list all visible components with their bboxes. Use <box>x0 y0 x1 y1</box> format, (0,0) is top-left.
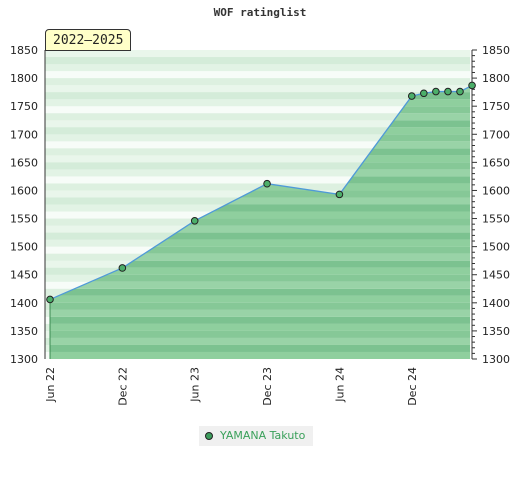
area-band <box>50 288 470 296</box>
y-tick-label-right: 1450 <box>482 269 510 282</box>
data-point <box>335 190 344 199</box>
legend-marker-icon <box>205 432 213 440</box>
chart-title: WOF ratinglist <box>213 6 307 19</box>
y-tick-label-left: 1850 <box>10 44 38 57</box>
y-tick-label-left: 1350 <box>10 325 38 338</box>
y-tick-label-left: 1650 <box>10 156 38 169</box>
y-tick-label-right: 1350 <box>482 325 510 338</box>
area-band <box>50 281 470 289</box>
grid-band <box>45 162 470 170</box>
y-tick-label-left: 1600 <box>10 184 38 197</box>
data-point <box>46 295 54 304</box>
legend-label: YAMANA Takuto <box>220 429 306 442</box>
data-points <box>46 81 476 304</box>
grid-band <box>45 78 470 86</box>
y-tick-label-right: 1850 <box>482 44 510 57</box>
y-tick-label-right: 1750 <box>482 100 510 113</box>
period-badge: 2022–2025 <box>45 29 132 51</box>
grid-band <box>45 92 470 100</box>
area-band <box>50 351 470 359</box>
grid-band <box>45 120 470 128</box>
y-tick-label-left: 1300 <box>10 353 38 366</box>
area-band <box>50 309 470 317</box>
x-tick-label: Jun 23 <box>189 367 202 403</box>
grid-band <box>45 169 470 177</box>
area-band <box>50 197 470 205</box>
area-band <box>50 239 470 247</box>
data-point <box>456 87 464 96</box>
x-tick-label: Dec 24 <box>406 367 419 406</box>
area-band <box>50 190 470 198</box>
area-band <box>50 316 470 324</box>
y-tick-label-left: 1700 <box>10 128 38 141</box>
grid-band <box>45 176 470 184</box>
area-band <box>50 218 470 226</box>
y-tick-label-right: 1400 <box>482 297 510 310</box>
grid-band <box>45 134 470 142</box>
axes: 1300 1300 1350 1350 1400 1400 1450 1450 1500 1500… <box>10 44 510 406</box>
area-band <box>50 267 470 275</box>
grid-band <box>45 127 470 135</box>
y-tick-label-left: 1550 <box>10 213 38 226</box>
y-tick-label-right: 1600 <box>482 184 510 197</box>
data-point <box>468 81 476 90</box>
y-tick-label-left: 1800 <box>10 72 38 85</box>
y-tick-label-right: 1500 <box>482 241 510 254</box>
y-tick-label-left: 1750 <box>10 100 38 113</box>
area-band <box>50 323 470 331</box>
area-band <box>50 302 470 310</box>
area-band <box>50 337 470 345</box>
x-tick-label: Dec 23 <box>261 367 274 406</box>
grid-band <box>45 106 470 114</box>
area-band <box>50 204 470 212</box>
y-tick-label-left: 1450 <box>10 269 38 282</box>
data-point <box>118 264 127 272</box>
area-band <box>50 211 470 219</box>
y-tick-label-right: 1550 <box>482 213 510 226</box>
data-point <box>444 87 452 96</box>
x-tick-label: Dec 22 <box>116 367 129 406</box>
data-point <box>432 87 440 96</box>
y-tick-label-right: 1300 <box>482 353 510 366</box>
x-tick-label: Jun 24 <box>333 367 346 403</box>
grid-band <box>45 148 470 156</box>
area-band <box>50 232 470 240</box>
y-tick-label-right: 1800 <box>482 72 510 85</box>
area-band <box>50 330 470 338</box>
area-band <box>50 246 470 254</box>
data-point <box>263 179 271 188</box>
grid-band <box>45 99 470 107</box>
grid-band <box>45 57 470 65</box>
area-band <box>50 274 470 282</box>
data-point <box>420 89 428 98</box>
data-point <box>190 216 199 225</box>
legend[interactable]: YAMANA Takuto <box>199 426 314 446</box>
area-band <box>50 344 470 352</box>
area-band <box>50 225 470 233</box>
y-tick-label-right: 1650 <box>482 156 510 169</box>
grid-band <box>45 155 470 163</box>
y-tick-label-right: 1700 <box>482 128 510 141</box>
x-tick-label: Jun 22 <box>44 367 57 403</box>
area-band <box>50 253 470 261</box>
y-tick-label-left: 1400 <box>10 297 38 310</box>
area-band <box>50 260 470 268</box>
grid-band <box>45 64 470 72</box>
grid-band <box>45 183 470 191</box>
y-tick-label-left: 1500 <box>10 241 38 254</box>
grid-band <box>45 50 470 58</box>
area-band <box>50 295 470 303</box>
data-point <box>407 92 416 100</box>
grid-band <box>45 113 470 121</box>
grid-band <box>45 85 470 93</box>
grid-band <box>45 71 470 79</box>
grid-band <box>45 141 470 149</box>
